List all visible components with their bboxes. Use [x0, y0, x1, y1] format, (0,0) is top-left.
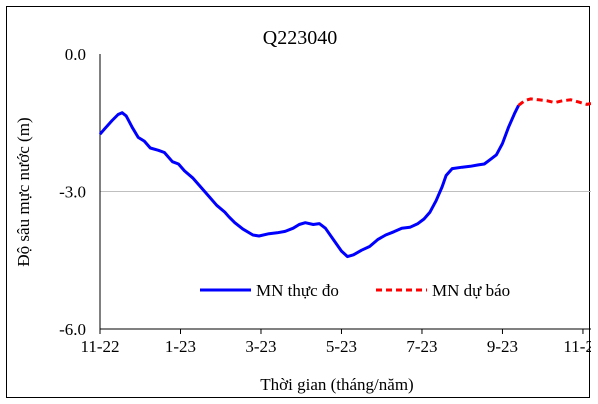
series-forecast-line [517, 97, 592, 107]
x-axis-label: Thời gian (tháng/năm) [260, 375, 413, 394]
legend: MN thực đo MN dự báo [200, 281, 510, 300]
x-tick-label: 3-23 [245, 337, 276, 356]
gridlines [99, 54, 591, 330]
series-measured-line [98, 104, 520, 259]
y-tick-label: -3.0 [59, 183, 86, 202]
chart-title: Q223040 [263, 27, 337, 49]
y-tick-labels: 0.0 -3.0 -6.0 [59, 45, 86, 339]
chart-frame: Q223040 0.0 -3.0 -6.0 11-22 1-23 3-23 5-23 7-2… [6, 6, 598, 398]
x-tick-label: 11-22 [80, 337, 119, 356]
x-tick-label: 7-23 [406, 337, 437, 356]
legend-label-measured: MN thực đo [256, 281, 339, 300]
x-tick-label: 5-23 [326, 337, 357, 356]
y-tick-label: 0.0 [65, 45, 86, 64]
y-axis-label: Độ sâu mực nước (m) [14, 117, 33, 266]
x-tick-label: 11-23 [563, 337, 591, 356]
y-tick-label: -6.0 [59, 320, 86, 339]
x-tick-label: 1-23 [165, 337, 196, 356]
legend-label-forecast: MN dự báo [432, 281, 510, 300]
x-tick-label: 9-23 [487, 337, 518, 356]
chart: Q223040 0.0 -3.0 -6.0 11-22 1-23 3-23 5-23 7-2… [14, 27, 598, 394]
series-lines [98, 97, 592, 259]
